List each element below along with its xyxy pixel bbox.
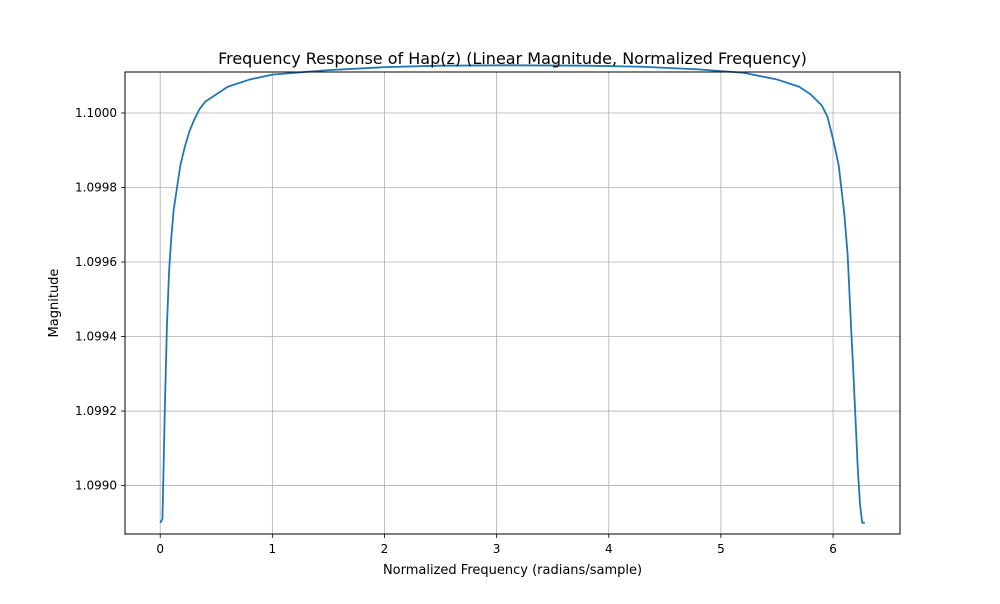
y-tick-label: 1.0992	[75, 404, 117, 418]
series-line	[159, 64, 865, 524]
x-tick-label: 5	[717, 542, 725, 556]
y-tick-label: 1.0994	[75, 330, 117, 344]
y-tick-label: 1.0996	[75, 255, 117, 269]
x-tick-label: 4	[605, 542, 613, 556]
grid-layer	[125, 72, 900, 534]
x-tick-label: 0	[156, 542, 164, 556]
plot-frame	[124, 71, 901, 535]
y-axis-label: Magnitude	[47, 269, 62, 338]
x-tick-label: 3	[493, 542, 501, 556]
x-tick-label: 1	[269, 542, 277, 556]
x-tick-label: 2	[381, 542, 389, 556]
y-tick-label: 1.1000	[75, 106, 117, 120]
tick-layer: 0 1 2 3 4 5 6 1.0990 1.0992 1.0994 1.0996 1.0998 1.1…	[75, 106, 837, 556]
y-tick-label: 1.0990	[75, 479, 117, 493]
x-axis-label: Normalized Frequency (radians/sample)	[383, 563, 642, 578]
series-layer	[159, 64, 865, 524]
chart-title: Frequency Response of Hap(z) (Linear Mag…	[218, 49, 807, 68]
y-tick-label: 1.0998	[75, 181, 117, 195]
x-tick-label: 6	[829, 542, 837, 556]
